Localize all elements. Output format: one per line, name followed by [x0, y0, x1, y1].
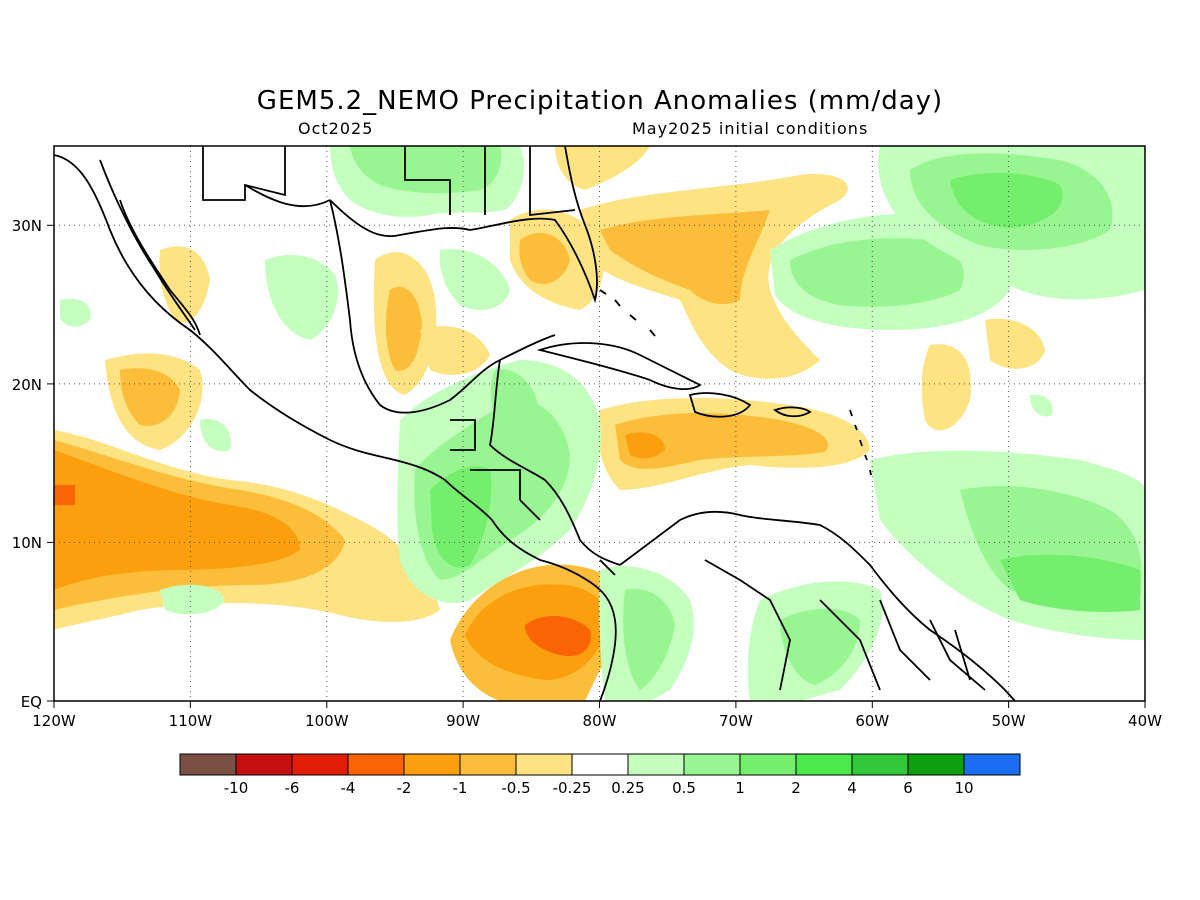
- bahamas: [599, 289, 656, 337]
- colorbar-label: 4: [847, 779, 857, 797]
- baja-california: [99, 159, 201, 336]
- colorbar-swatch: [851, 753, 909, 776]
- y-tick-label: 30N: [12, 217, 42, 235]
- x-axis-labels: 120W 110W 100W 90W 80W 70W 60W 50W 40W: [32, 712, 1162, 730]
- cuba: [536, 342, 702, 391]
- us-gulf-coast: [329, 146, 598, 304]
- colorbar-label: -0.5: [501, 779, 530, 797]
- south-america-borders: [704, 559, 986, 691]
- initial-conditions-label: May2025 initial conditions: [632, 119, 869, 138]
- colorbar-label: -4: [341, 779, 356, 797]
- x-tick-label: 90W: [446, 712, 480, 730]
- colorbar-label: -1: [453, 779, 468, 797]
- y-axis-labels: EQ 10N 20N 30N: [12, 217, 42, 711]
- colorbar-swatch: [459, 753, 517, 776]
- gulf-of-mexico-coast: [329, 199, 556, 414]
- us-state-lines: [404, 146, 576, 217]
- us-mexico-border: [202, 146, 331, 208]
- x-tick-label: 70W: [719, 712, 753, 730]
- central-america-borders: [450, 419, 616, 576]
- colorbar-swatch: [515, 753, 573, 776]
- hispaniola: [688, 392, 752, 418]
- south-america-coast: [619, 510, 1016, 701]
- anomaly-field: [54, 146, 1145, 701]
- x-tick-label: 60W: [855, 712, 889, 730]
- forecast-month: Oct2025: [298, 119, 374, 138]
- colorbar-swatch: [795, 753, 853, 776]
- colorbar-swatch: [627, 753, 685, 776]
- y-tick-label: 10N: [12, 534, 42, 552]
- x-tick-label: 80W: [583, 712, 617, 730]
- colorbar-swatch: [907, 753, 965, 776]
- colorbar-label: -2: [397, 779, 412, 797]
- coastlines: [54, 146, 1016, 701]
- colorbar-label: 0.25: [611, 779, 644, 797]
- colorbar-label: -0.25: [553, 779, 592, 797]
- x-tick-label: 40W: [1128, 712, 1162, 730]
- colorbar-label: 0.5: [672, 779, 696, 797]
- colorbar-label: 6: [903, 779, 913, 797]
- colorbar-swatch: [739, 753, 797, 776]
- axis-ticks: [47, 224, 1146, 708]
- central-america-coast: [489, 359, 621, 566]
- colorbar-swatch: [571, 753, 629, 776]
- colorbar-label: -6: [285, 779, 300, 797]
- colorbar-label: 10: [954, 779, 973, 797]
- y-tick-label: 20N: [12, 376, 42, 394]
- colorbar-swatch: [403, 753, 461, 776]
- colorbar-swatch: [683, 753, 741, 776]
- colorbar-label: -10: [224, 779, 249, 797]
- colorbar-swatch: [347, 753, 405, 776]
- colorbar-swatch: [179, 753, 237, 776]
- colorbar-swatch: [235, 753, 293, 776]
- x-tick-label: 120W: [32, 712, 76, 730]
- map-gridlines: [54, 146, 1145, 701]
- colorbar-swatch: [291, 753, 349, 776]
- lesser-antilles: [849, 409, 872, 476]
- y-tick-label: EQ: [21, 693, 42, 711]
- colorbar-label: 1: [735, 779, 745, 797]
- x-tick-label: 110W: [169, 712, 213, 730]
- mexico-pacific-coast: [54, 154, 617, 701]
- map-title: GEM5.2_NEMO Precipitation Anomalies (mm/…: [256, 86, 944, 116]
- colorbar-legend: -10 -6 -4 -2 -1 -0.5 -0.25 0.25 0.5 1 2 4 6 10: [179, 753, 1021, 797]
- puerto-rico: [773, 406, 812, 418]
- x-tick-label: 100W: [305, 712, 349, 730]
- colorbar-label: 2: [791, 779, 801, 797]
- x-tick-label: 50W: [992, 712, 1026, 730]
- colorbar-swatch: [963, 753, 1021, 776]
